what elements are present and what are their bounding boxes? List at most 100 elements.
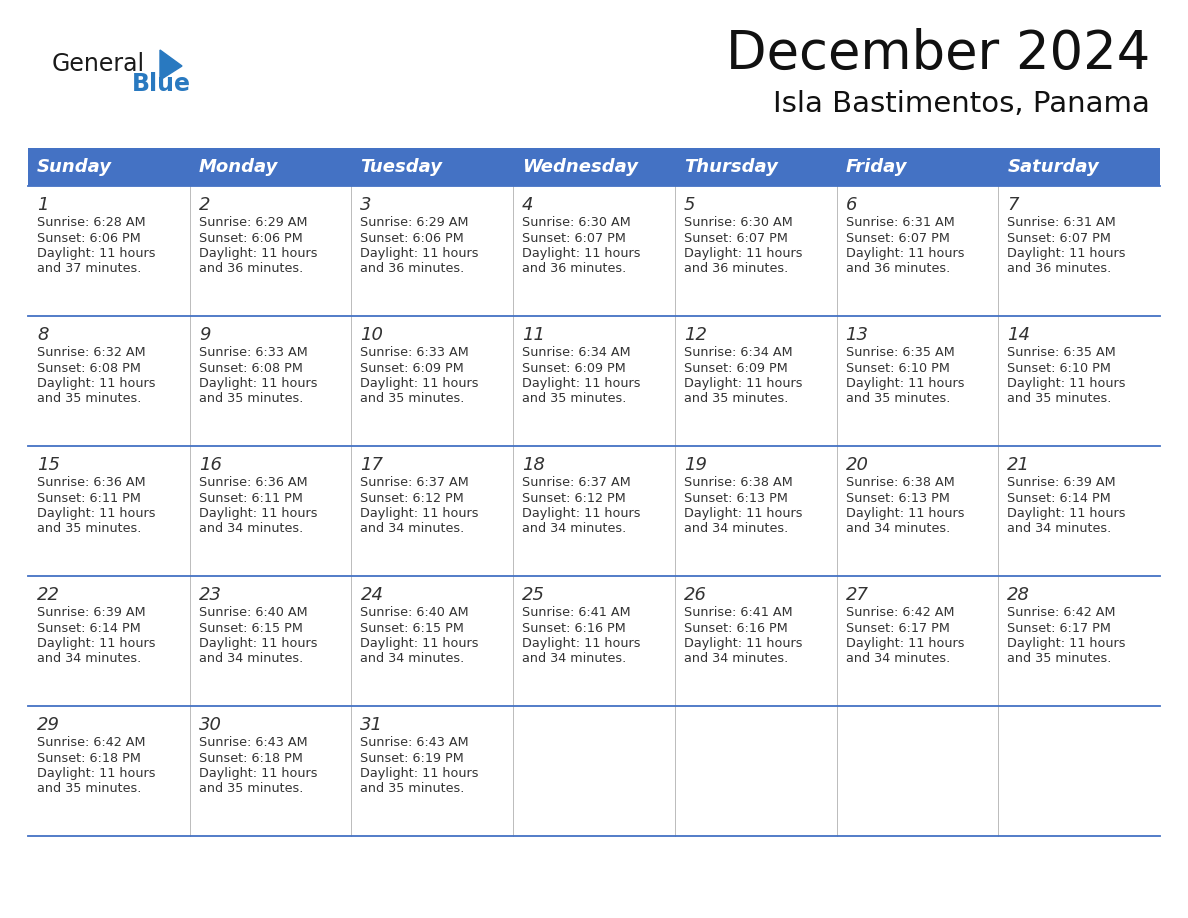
Text: Sunset: 6:06 PM: Sunset: 6:06 PM <box>360 231 465 244</box>
Text: Daylight: 11 hours: Daylight: 11 hours <box>1007 247 1126 260</box>
Text: Sunrise: 6:29 AM: Sunrise: 6:29 AM <box>360 216 469 229</box>
Text: 24: 24 <box>360 586 384 604</box>
Text: Sunrise: 6:38 AM: Sunrise: 6:38 AM <box>684 476 792 489</box>
Text: Sunset: 6:08 PM: Sunset: 6:08 PM <box>37 362 141 375</box>
Text: Sunset: 6:06 PM: Sunset: 6:06 PM <box>37 231 140 244</box>
Text: Sunrise: 6:31 AM: Sunrise: 6:31 AM <box>1007 216 1116 229</box>
Text: 15: 15 <box>37 456 61 474</box>
Text: Sunset: 6:11 PM: Sunset: 6:11 PM <box>198 491 303 505</box>
Text: 18: 18 <box>523 456 545 474</box>
Text: Sunset: 6:19 PM: Sunset: 6:19 PM <box>360 752 465 765</box>
Text: and 34 minutes.: and 34 minutes. <box>1007 522 1112 535</box>
Text: Daylight: 11 hours: Daylight: 11 hours <box>1007 637 1126 650</box>
Text: Sunset: 6:06 PM: Sunset: 6:06 PM <box>198 231 303 244</box>
Text: 4: 4 <box>523 196 533 214</box>
Text: Daylight: 11 hours: Daylight: 11 hours <box>523 247 640 260</box>
Text: Daylight: 11 hours: Daylight: 11 hours <box>523 637 640 650</box>
Text: and 34 minutes.: and 34 minutes. <box>846 653 950 666</box>
Text: Sunrise: 6:32 AM: Sunrise: 6:32 AM <box>37 346 146 359</box>
Text: Sunrise: 6:40 AM: Sunrise: 6:40 AM <box>360 606 469 619</box>
Text: Daylight: 11 hours: Daylight: 11 hours <box>1007 377 1126 390</box>
Text: Sunset: 6:09 PM: Sunset: 6:09 PM <box>684 362 788 375</box>
Text: and 36 minutes.: and 36 minutes. <box>846 263 950 275</box>
Text: and 35 minutes.: and 35 minutes. <box>37 522 141 535</box>
Text: Daylight: 11 hours: Daylight: 11 hours <box>684 377 802 390</box>
Text: Daylight: 11 hours: Daylight: 11 hours <box>684 247 802 260</box>
Text: 26: 26 <box>684 586 707 604</box>
Bar <box>29 148 1159 186</box>
Text: Sunset: 6:07 PM: Sunset: 6:07 PM <box>684 231 788 244</box>
Text: 11: 11 <box>523 326 545 344</box>
Text: Sunset: 6:16 PM: Sunset: 6:16 PM <box>684 621 788 634</box>
Text: 6: 6 <box>846 196 857 214</box>
Text: and 35 minutes.: and 35 minutes. <box>37 782 141 796</box>
Text: Sunset: 6:15 PM: Sunset: 6:15 PM <box>360 621 465 634</box>
Text: and 34 minutes.: and 34 minutes. <box>198 653 303 666</box>
Text: and 34 minutes.: and 34 minutes. <box>684 653 788 666</box>
Bar <box>29 446 1159 576</box>
Text: and 34 minutes.: and 34 minutes. <box>846 522 950 535</box>
Text: Sunrise: 6:42 AM: Sunrise: 6:42 AM <box>1007 606 1116 619</box>
Text: and 37 minutes.: and 37 minutes. <box>37 263 141 275</box>
Text: Daylight: 11 hours: Daylight: 11 hours <box>198 247 317 260</box>
Text: and 34 minutes.: and 34 minutes. <box>523 653 626 666</box>
Text: Daylight: 11 hours: Daylight: 11 hours <box>37 637 156 650</box>
Text: Sunrise: 6:41 AM: Sunrise: 6:41 AM <box>523 606 631 619</box>
Text: Daylight: 11 hours: Daylight: 11 hours <box>1007 507 1126 520</box>
Text: Daylight: 11 hours: Daylight: 11 hours <box>684 637 802 650</box>
Text: Daylight: 11 hours: Daylight: 11 hours <box>37 377 156 390</box>
Text: Sunrise: 6:30 AM: Sunrise: 6:30 AM <box>684 216 792 229</box>
Text: Sunset: 6:17 PM: Sunset: 6:17 PM <box>846 621 949 634</box>
Text: Sunrise: 6:33 AM: Sunrise: 6:33 AM <box>198 346 308 359</box>
Text: Daylight: 11 hours: Daylight: 11 hours <box>198 377 317 390</box>
Text: Sunrise: 6:35 AM: Sunrise: 6:35 AM <box>1007 346 1116 359</box>
Text: Sunset: 6:12 PM: Sunset: 6:12 PM <box>523 491 626 505</box>
Text: Daylight: 11 hours: Daylight: 11 hours <box>846 507 965 520</box>
Text: and 36 minutes.: and 36 minutes. <box>684 263 788 275</box>
Bar <box>29 186 1159 316</box>
Text: Sunset: 6:11 PM: Sunset: 6:11 PM <box>37 491 141 505</box>
Text: Sunday: Sunday <box>37 158 112 176</box>
Text: 16: 16 <box>198 456 222 474</box>
Text: 3: 3 <box>360 196 372 214</box>
Text: Sunset: 6:12 PM: Sunset: 6:12 PM <box>360 491 465 505</box>
Text: Sunset: 6:17 PM: Sunset: 6:17 PM <box>1007 621 1111 634</box>
Text: and 35 minutes.: and 35 minutes. <box>523 393 626 406</box>
Text: Sunrise: 6:39 AM: Sunrise: 6:39 AM <box>37 606 146 619</box>
Text: and 34 minutes.: and 34 minutes. <box>360 653 465 666</box>
Text: and 36 minutes.: and 36 minutes. <box>198 263 303 275</box>
Bar <box>29 706 1159 836</box>
Text: Sunrise: 6:30 AM: Sunrise: 6:30 AM <box>523 216 631 229</box>
Text: and 35 minutes.: and 35 minutes. <box>360 393 465 406</box>
Text: 28: 28 <box>1007 586 1030 604</box>
Text: 12: 12 <box>684 326 707 344</box>
Text: Sunset: 6:18 PM: Sunset: 6:18 PM <box>37 752 141 765</box>
Bar <box>29 316 1159 446</box>
Text: Daylight: 11 hours: Daylight: 11 hours <box>523 377 640 390</box>
Text: Sunset: 6:16 PM: Sunset: 6:16 PM <box>523 621 626 634</box>
Text: and 35 minutes.: and 35 minutes. <box>198 393 303 406</box>
Text: Daylight: 11 hours: Daylight: 11 hours <box>360 377 479 390</box>
Text: Daylight: 11 hours: Daylight: 11 hours <box>684 507 802 520</box>
Text: and 36 minutes.: and 36 minutes. <box>1007 263 1112 275</box>
Text: Daylight: 11 hours: Daylight: 11 hours <box>360 637 479 650</box>
Text: Sunrise: 6:34 AM: Sunrise: 6:34 AM <box>523 346 631 359</box>
Text: Daylight: 11 hours: Daylight: 11 hours <box>37 767 156 780</box>
Text: Sunset: 6:18 PM: Sunset: 6:18 PM <box>198 752 303 765</box>
Text: Sunrise: 6:40 AM: Sunrise: 6:40 AM <box>198 606 308 619</box>
Text: Daylight: 11 hours: Daylight: 11 hours <box>523 507 640 520</box>
Text: 22: 22 <box>37 586 61 604</box>
Text: December 2024: December 2024 <box>726 28 1150 80</box>
Text: Sunset: 6:07 PM: Sunset: 6:07 PM <box>1007 231 1111 244</box>
Text: Sunrise: 6:39 AM: Sunrise: 6:39 AM <box>1007 476 1116 489</box>
Text: 30: 30 <box>198 716 222 734</box>
Text: Sunrise: 6:37 AM: Sunrise: 6:37 AM <box>360 476 469 489</box>
Text: Sunset: 6:07 PM: Sunset: 6:07 PM <box>846 231 949 244</box>
Text: and 35 minutes.: and 35 minutes. <box>360 782 465 796</box>
Text: 25: 25 <box>523 586 545 604</box>
Text: Sunrise: 6:42 AM: Sunrise: 6:42 AM <box>846 606 954 619</box>
Text: Sunrise: 6:31 AM: Sunrise: 6:31 AM <box>846 216 954 229</box>
Text: Sunrise: 6:36 AM: Sunrise: 6:36 AM <box>198 476 308 489</box>
Text: 17: 17 <box>360 456 384 474</box>
Text: and 35 minutes.: and 35 minutes. <box>1007 393 1112 406</box>
